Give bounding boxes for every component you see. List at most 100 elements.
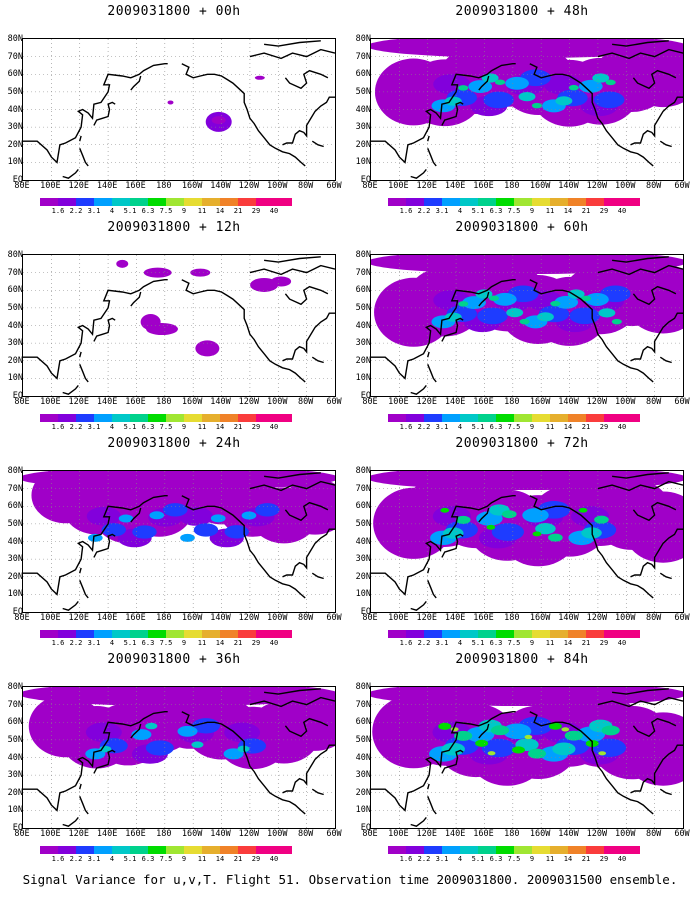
map-frame: 80N 70N 60N 50N 40N 30N 20N 10N EQ xyxy=(8,250,336,401)
coastline xyxy=(427,783,430,790)
variance-contour xyxy=(271,276,292,287)
colorbar-level-label: 5.1 xyxy=(471,423,485,431)
colorbar: 1.6 2.2 3.1 4 5.1 6.3 7.5 9 11 14 21 29 40 xyxy=(388,198,640,216)
colorbar-level-label: 9 xyxy=(181,639,187,647)
variance-contour xyxy=(531,102,543,109)
variance-contour xyxy=(178,507,214,526)
colorbar-level-label: 11 xyxy=(545,423,555,431)
coastline xyxy=(371,63,516,164)
coastline xyxy=(529,711,654,815)
coastline xyxy=(612,256,669,263)
colorbar-swatch xyxy=(256,630,274,638)
colorbar-level-label: 4 xyxy=(457,423,463,431)
lat-tick-label: EQ xyxy=(12,175,23,185)
colorbar-level-label: 21 xyxy=(581,423,591,431)
colorbar-swatch xyxy=(184,630,202,638)
coastline xyxy=(282,312,335,362)
colorbar: 1.6 2.2 3.1 4 5.1 6.3 7.5 9 11 14 21 29 40 xyxy=(40,630,292,648)
variance-contour xyxy=(195,340,220,357)
lon-tick-label: 160E xyxy=(473,829,494,839)
coastline xyxy=(79,783,82,790)
variance-contour xyxy=(568,84,579,91)
coastline xyxy=(478,507,490,523)
panel-title: 2009031800 + 48h xyxy=(455,4,589,19)
lon-tick-label: 180 xyxy=(156,397,172,407)
colorbar-level-label: 1.6 xyxy=(51,207,65,215)
colorbar-level-label: 29 xyxy=(599,639,609,647)
lat-tick-label: 70N xyxy=(355,699,371,710)
colorbar-level-label: 7.5 xyxy=(507,855,521,863)
lon-tick-label: 100E xyxy=(40,181,61,191)
colorbar-swatch xyxy=(40,846,58,854)
variance-contour xyxy=(548,722,562,730)
colorbar-level-label: 40 xyxy=(617,207,627,215)
coastline xyxy=(529,63,654,167)
colorbar-level-label: 2.2 xyxy=(417,855,431,863)
lat-tick-label: EQ xyxy=(12,823,23,833)
coastline xyxy=(23,495,168,596)
colorbar-level-label: 4 xyxy=(457,207,463,215)
coastline xyxy=(79,796,89,815)
variance-contour xyxy=(512,746,525,754)
lon-tick-label: 180 xyxy=(504,181,520,191)
forecast-panel: 2009031800 + 36h 80N 70N 60N 50N 40N 30N 20N 10N… xyxy=(4,648,344,868)
colorbar: 1.6 2.2 3.1 4 5.1 6.3 7.5 9 11 14 21 29 40 xyxy=(40,846,292,864)
colorbar-level-label: 9 xyxy=(181,423,187,431)
colorbar-swatch xyxy=(220,198,238,206)
lat-tick-label: 30N xyxy=(355,554,371,565)
colorbar-swatch xyxy=(202,846,220,854)
lon-tick-label: 80E xyxy=(362,397,378,407)
figure-caption: Signal Variance for u,v,T. Flight 51. Ob… xyxy=(22,872,678,887)
coastline xyxy=(427,567,430,574)
colorbar-level-label: 1.6 xyxy=(51,639,65,647)
variance-contour xyxy=(554,295,579,309)
lon-tick-label: 60W xyxy=(674,829,690,839)
coastline xyxy=(632,69,677,90)
colorbar-level-label: 7.5 xyxy=(507,639,521,647)
colorbar-swatch xyxy=(514,846,532,854)
colorbar-level-label: 7.5 xyxy=(507,207,521,215)
variance-contour xyxy=(371,255,683,275)
colorbar-level-label: 29 xyxy=(251,423,261,431)
variance-contour xyxy=(592,73,610,83)
coastline xyxy=(632,501,677,522)
colorbar-swatch xyxy=(274,846,292,854)
lat-tick-label: 40N xyxy=(355,320,371,331)
lon-tick-label: 120E xyxy=(416,397,437,407)
lon-tick-label: 80W xyxy=(645,613,662,623)
lat-tick-label: 10N xyxy=(7,589,23,600)
coastline xyxy=(311,356,324,364)
colorbar-swatch xyxy=(550,414,568,422)
lon-tick-label: 120E xyxy=(416,181,437,191)
lat-tick-label: 40N xyxy=(7,104,23,115)
coastline xyxy=(181,711,306,815)
colorbar-swatch xyxy=(406,630,424,638)
colorbar-swatch xyxy=(586,846,604,854)
colorbar-level-label: 21 xyxy=(233,639,243,647)
colorbar-swatch xyxy=(550,198,568,206)
coastline xyxy=(130,723,142,739)
lat-tick-label: 30N xyxy=(7,122,23,133)
colorbar-swatch xyxy=(166,846,184,854)
lon-tick-label: 80E xyxy=(14,397,30,407)
lon-tick-label: 120W xyxy=(238,397,260,407)
colorbar-swatch xyxy=(406,414,424,422)
lat-tick-label: 20N xyxy=(7,139,23,150)
colorbar-swatch xyxy=(130,198,148,206)
lon-tick-label: 60W xyxy=(326,181,342,191)
coastline xyxy=(62,600,79,611)
lon-tick-label: 140E xyxy=(444,829,466,839)
panel-title: 2009031800 + 84h xyxy=(455,652,589,667)
lon-tick-label: 100W xyxy=(615,829,636,839)
lon-tick-label: 60W xyxy=(674,181,690,191)
colorbar-swatch xyxy=(112,846,130,854)
colorbar-swatch xyxy=(388,846,406,854)
coastline xyxy=(311,788,324,796)
colorbar-level-label: 6.3 xyxy=(141,423,155,431)
lon-tick-label: 120E xyxy=(68,397,89,407)
coastline xyxy=(410,816,427,827)
lat-tick-label: 70N xyxy=(355,267,371,278)
lon-tick-label: 160W xyxy=(529,397,551,407)
variance-contour xyxy=(454,730,473,741)
colorbar-swatch xyxy=(76,630,94,638)
